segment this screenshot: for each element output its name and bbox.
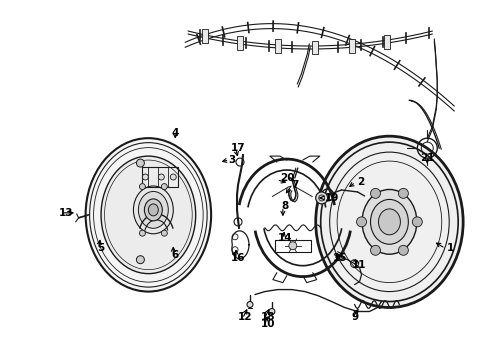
Circle shape xyxy=(288,242,296,250)
Ellipse shape xyxy=(148,204,158,216)
Bar xyxy=(274,40,280,53)
Text: 17: 17 xyxy=(230,143,245,153)
Ellipse shape xyxy=(315,136,462,307)
Text: 16: 16 xyxy=(230,253,245,263)
Circle shape xyxy=(142,174,148,180)
Bar xyxy=(384,35,389,49)
Circle shape xyxy=(411,217,422,227)
Ellipse shape xyxy=(370,199,407,244)
Text: 20: 20 xyxy=(279,173,294,183)
Text: 3: 3 xyxy=(227,155,235,165)
Circle shape xyxy=(268,309,274,315)
Text: 2: 2 xyxy=(357,177,364,187)
Bar xyxy=(311,41,317,54)
Circle shape xyxy=(139,230,145,236)
Text: 14: 14 xyxy=(277,233,291,243)
Bar xyxy=(202,30,208,44)
Ellipse shape xyxy=(85,138,211,292)
Text: 21: 21 xyxy=(419,153,434,163)
Text: 15: 15 xyxy=(332,253,346,263)
Text: 5: 5 xyxy=(97,243,104,253)
Circle shape xyxy=(161,230,167,236)
Ellipse shape xyxy=(361,189,416,254)
Circle shape xyxy=(398,188,407,198)
Text: 18: 18 xyxy=(260,312,275,323)
Text: 11: 11 xyxy=(351,260,366,270)
Ellipse shape xyxy=(101,156,195,274)
Circle shape xyxy=(158,174,164,180)
Ellipse shape xyxy=(378,209,400,235)
Ellipse shape xyxy=(133,186,173,234)
Text: 10: 10 xyxy=(260,319,275,329)
Circle shape xyxy=(315,192,327,204)
Circle shape xyxy=(136,159,144,167)
Text: 12: 12 xyxy=(237,312,252,323)
Circle shape xyxy=(370,245,380,255)
Text: 1: 1 xyxy=(447,243,453,253)
Text: 19: 19 xyxy=(324,193,338,203)
Circle shape xyxy=(356,217,366,227)
Text: 4: 4 xyxy=(171,128,179,138)
Circle shape xyxy=(139,184,145,190)
Circle shape xyxy=(318,195,324,201)
Text: 8: 8 xyxy=(281,201,288,211)
Text: 9: 9 xyxy=(350,312,357,323)
Circle shape xyxy=(161,184,167,190)
Text: 6: 6 xyxy=(171,250,179,260)
Circle shape xyxy=(136,256,144,264)
Circle shape xyxy=(170,174,176,180)
Circle shape xyxy=(370,188,380,198)
Circle shape xyxy=(398,245,407,255)
Ellipse shape xyxy=(144,199,162,221)
Ellipse shape xyxy=(138,192,168,228)
Bar xyxy=(237,36,243,50)
Text: 13: 13 xyxy=(59,208,73,218)
Bar xyxy=(348,39,354,53)
Circle shape xyxy=(246,302,252,307)
Text: 7: 7 xyxy=(290,180,298,190)
